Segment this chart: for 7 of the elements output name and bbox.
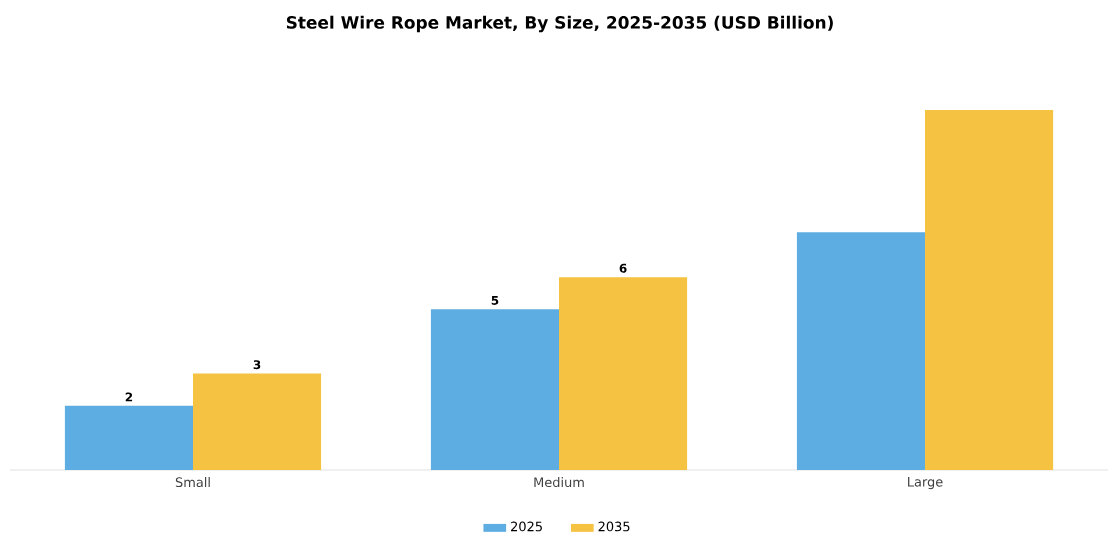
bar [925,109,1054,470]
bar [796,232,926,470]
bar [559,277,688,470]
bar [193,373,322,470]
chart-title: Steel Wire Rope Market, By Size, 2025-2035 (USD Billion) [286,15,833,33]
bar [430,309,560,470]
bar [64,405,193,470]
